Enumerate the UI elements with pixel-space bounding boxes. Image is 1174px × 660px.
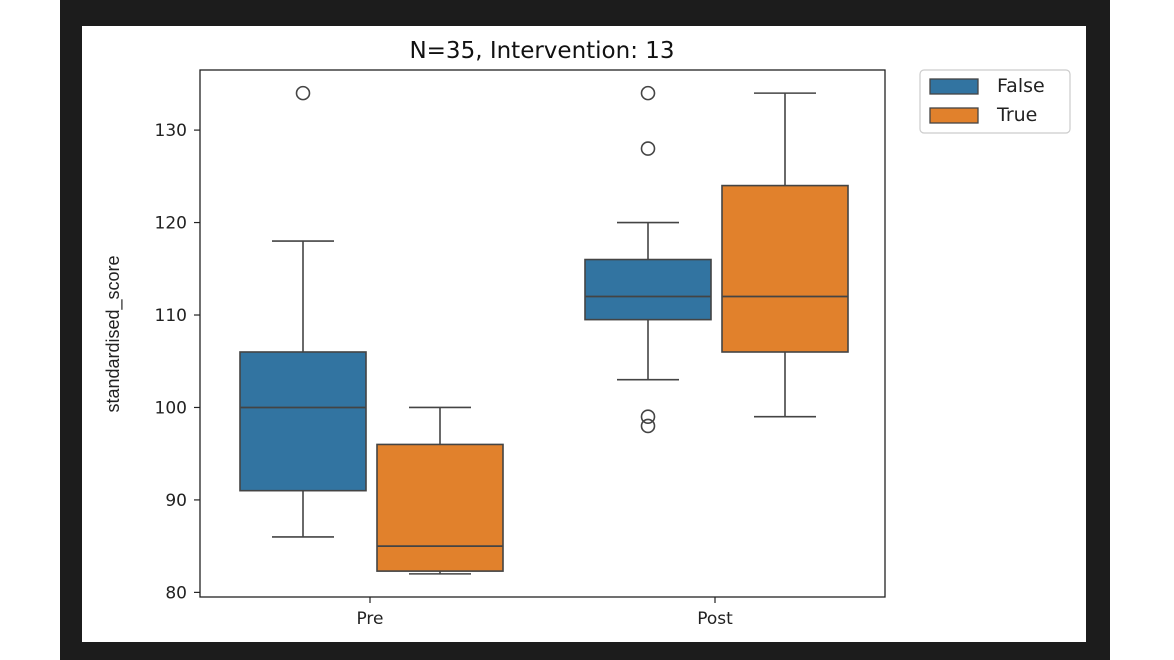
axis-ticks: 80 90 100 110 120 130 Pre Post — [155, 121, 734, 629]
frame-bottom-bar — [60, 642, 1110, 660]
y-tick-label: 110 — [155, 306, 187, 326]
y-tick-label: 120 — [155, 214, 187, 234]
frame-top-bar — [60, 0, 1110, 26]
box-iqr — [376, 443, 504, 572]
boxes — [239, 85, 849, 575]
box-false-post — [584, 85, 712, 434]
outlier-point — [295, 85, 311, 101]
box-iqr — [239, 351, 367, 492]
legend-label-false: False — [997, 75, 1045, 97]
box-true-post — [721, 92, 849, 418]
legend-swatch-true — [929, 107, 979, 124]
y-tick-label: 80 — [165, 583, 187, 603]
box-true-pre — [376, 406, 504, 575]
frame-right-bar — [1086, 0, 1110, 660]
outlier-point — [640, 85, 656, 101]
y-axis-label: standardised_score — [103, 255, 124, 412]
frame-left-bar — [60, 0, 82, 660]
y-tick-label: 90 — [165, 491, 187, 511]
outlier-point — [640, 409, 656, 425]
box-iqr — [584, 258, 712, 321]
outlier-point — [640, 418, 656, 434]
outlier-point — [640, 141, 656, 156]
y-tick-label: 130 — [155, 121, 187, 141]
y-tick-label: 100 — [155, 398, 187, 418]
box-iqr — [721, 184, 849, 353]
chart-title: N=35, Intervention: 13 — [409, 38, 674, 64]
x-tick-label: Post — [697, 609, 733, 629]
legend-swatch-false — [929, 78, 979, 95]
legend-label-true: True — [996, 104, 1037, 126]
legend: False True — [919, 69, 1071, 134]
box-false-pre — [239, 85, 367, 538]
plot-area-frame — [199, 69, 886, 598]
x-tick-label: Pre — [356, 609, 383, 629]
